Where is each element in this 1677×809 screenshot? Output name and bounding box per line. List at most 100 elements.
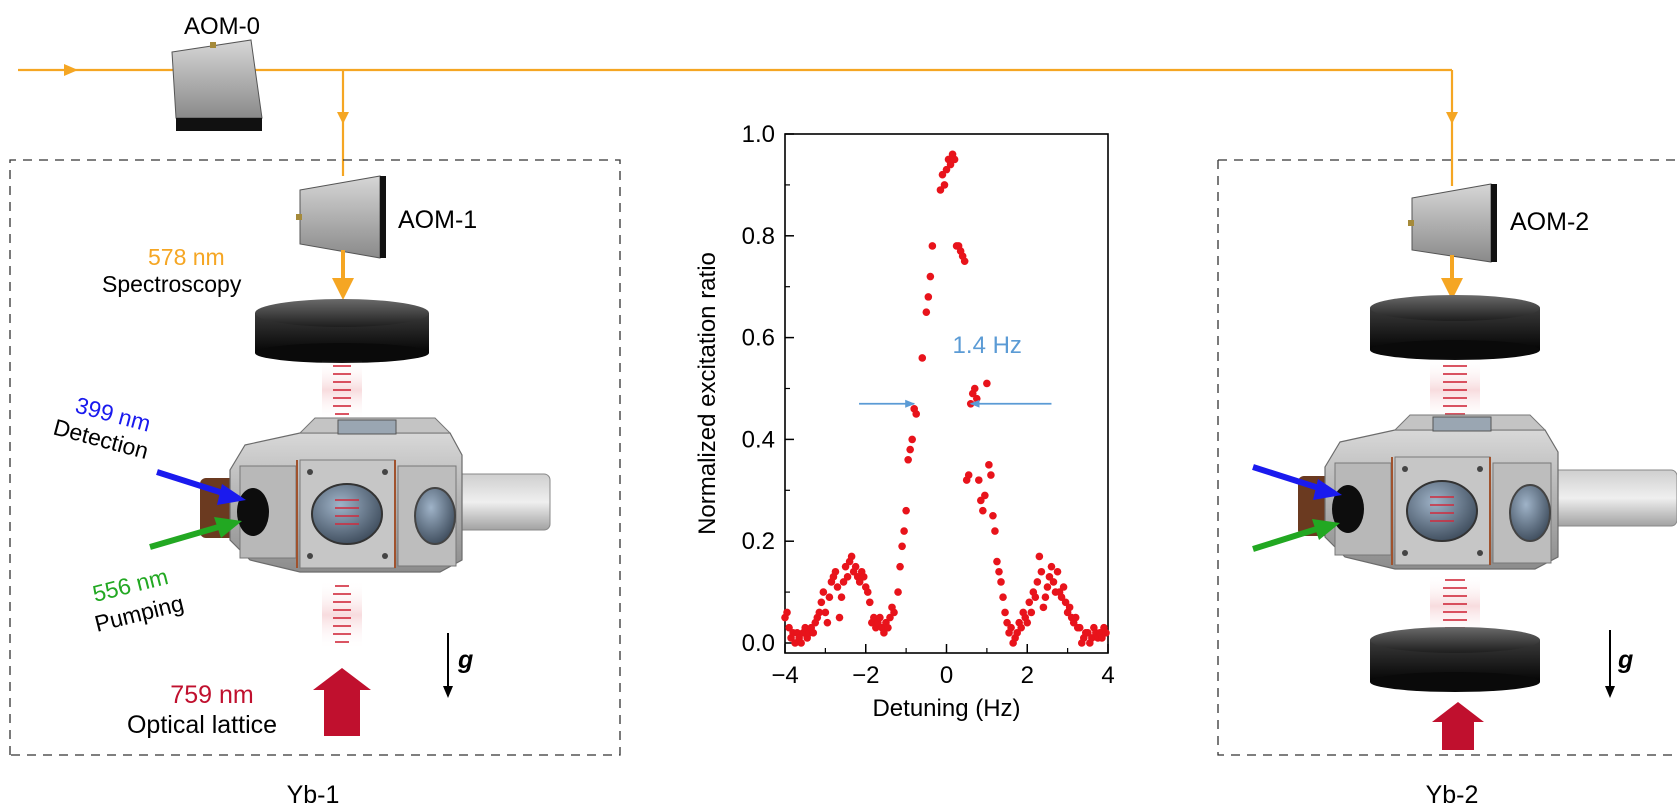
x-tick-label: −2 bbox=[852, 662, 879, 689]
data-point bbox=[906, 445, 914, 454]
beam-routing bbox=[18, 64, 1458, 186]
lattice-arrow-icon bbox=[313, 668, 371, 736]
aom-2: AOM-2 bbox=[1408, 183, 1589, 263]
data-point bbox=[985, 461, 993, 469]
yb-1-label: Yb-1 bbox=[287, 781, 340, 809]
data-point bbox=[970, 384, 979, 393]
data-point bbox=[983, 379, 991, 388]
data-point bbox=[821, 608, 830, 617]
gravity-label-right: g bbox=[1617, 646, 1633, 674]
data-point bbox=[1027, 608, 1036, 617]
detection-arrow-2-icon bbox=[1313, 479, 1342, 500]
data-point bbox=[817, 598, 826, 607]
pumping-arrow-icon bbox=[214, 517, 242, 538]
yb-2-apparatus: AOM-2 bbox=[1217, 159, 1677, 809]
y-tick-label: 0.8 bbox=[742, 223, 775, 250]
data-point bbox=[975, 476, 983, 484]
data-point bbox=[835, 613, 844, 622]
data-point bbox=[1088, 634, 1096, 642]
x-tick-label: 0 bbox=[940, 662, 953, 689]
data-point bbox=[839, 578, 848, 586]
data-point bbox=[884, 623, 892, 632]
spectroscopy-label: Spectroscopy bbox=[102, 271, 242, 297]
data-point bbox=[1039, 603, 1048, 612]
data-point bbox=[825, 593, 834, 601]
data-point bbox=[928, 242, 937, 250]
data-point bbox=[997, 578, 1005, 586]
data-point bbox=[801, 623, 809, 632]
data-point bbox=[819, 588, 828, 596]
data-point bbox=[1047, 562, 1056, 571]
data-point bbox=[1102, 629, 1110, 637]
data-point bbox=[977, 496, 985, 505]
input-beam-arrow-icon bbox=[64, 64, 78, 76]
data-point bbox=[912, 410, 921, 418]
data-point bbox=[886, 613, 894, 622]
data-point bbox=[942, 165, 951, 174]
data-point bbox=[791, 639, 799, 647]
data-point bbox=[1057, 593, 1066, 601]
data-point bbox=[940, 181, 949, 189]
aom-1: AOM-1 bbox=[296, 175, 477, 259]
data-point bbox=[999, 593, 1007, 601]
data-point bbox=[896, 562, 904, 571]
y-axis-label: Normalized excitation ratio bbox=[694, 252, 721, 535]
spectrum-chart: 0.00.20.40.60.81.0−4 −2 0 2 4 Detuning (Hz) … bbox=[694, 121, 1115, 722]
vacuum-chamber-1 bbox=[200, 417, 551, 573]
data-point bbox=[855, 578, 864, 586]
lattice-arrow-2-icon bbox=[1432, 702, 1484, 750]
aom-1-label: AOM-1 bbox=[398, 206, 477, 234]
detection-arrow-icon bbox=[217, 484, 246, 505]
gravity-label-left: g bbox=[457, 646, 473, 674]
x-tick-label: 2 bbox=[1021, 662, 1034, 689]
data-point bbox=[991, 527, 999, 535]
data-point bbox=[964, 471, 973, 479]
data-point bbox=[904, 455, 912, 464]
data-point bbox=[979, 506, 987, 515]
gravity-arrow-2-icon bbox=[1605, 686, 1615, 698]
yb-2-label: Yb-2 bbox=[1426, 781, 1479, 809]
data-point bbox=[1065, 603, 1074, 612]
optical-lattice-label: Optical lattice bbox=[127, 711, 277, 739]
y-tick-label: 0.0 bbox=[742, 630, 775, 657]
data-point bbox=[1049, 578, 1058, 586]
yb-1-apparatus: AOM-1 578 nm Spectroscopy bbox=[9, 159, 621, 809]
data-point bbox=[1041, 593, 1050, 601]
data-point bbox=[870, 613, 878, 622]
branch-arrow-right-icon bbox=[1446, 112, 1458, 124]
data-point bbox=[837, 593, 846, 601]
lattice-fringes-top bbox=[322, 360, 362, 420]
data-point bbox=[1084, 629, 1092, 637]
data-point bbox=[1007, 623, 1015, 632]
x-axis-label: Detuning (Hz) bbox=[872, 695, 1020, 722]
data-point bbox=[908, 435, 916, 444]
data-point bbox=[926, 272, 935, 281]
data-point bbox=[989, 511, 997, 520]
data-point bbox=[841, 562, 850, 571]
data-point bbox=[1003, 618, 1011, 627]
data-point bbox=[898, 542, 906, 551]
data-point bbox=[993, 557, 1001, 566]
data-point bbox=[833, 583, 842, 591]
data-point bbox=[960, 257, 969, 266]
data-point bbox=[1017, 623, 1025, 632]
data-point bbox=[922, 308, 931, 316]
data-point bbox=[863, 588, 872, 596]
data-point bbox=[1071, 613, 1080, 622]
data-point bbox=[1023, 618, 1032, 627]
data-point bbox=[876, 613, 884, 622]
axis-ticks: 0.0 0.2 0.4 0.6 0.8 1.0 −4 −2 0 2 4 bbox=[742, 121, 1115, 689]
data-point bbox=[1098, 634, 1106, 642]
data-point bbox=[918, 354, 927, 362]
data-point bbox=[946, 160, 955, 169]
wl-759-label: 759 nm bbox=[170, 681, 253, 709]
detection-beam: 399 nm Detection bbox=[51, 392, 246, 505]
data-point bbox=[809, 629, 818, 637]
data-point bbox=[995, 567, 1003, 576]
data-point bbox=[1045, 573, 1054, 581]
data-point bbox=[783, 608, 791, 617]
data-point bbox=[823, 618, 832, 627]
data-point bbox=[1013, 629, 1021, 637]
aom-0-label: AOM-0 bbox=[184, 13, 260, 40]
